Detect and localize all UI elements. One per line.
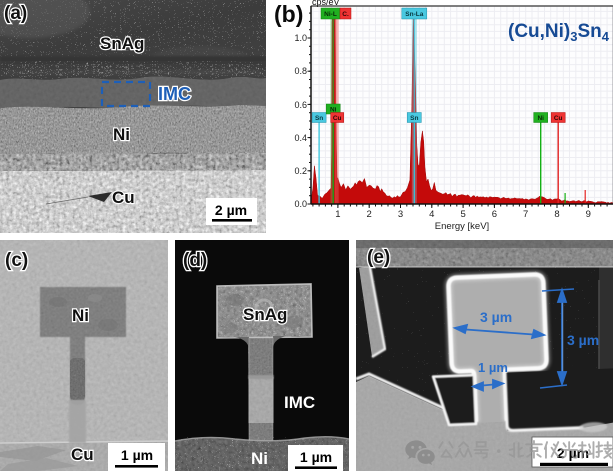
svg-text:Energy [keV]: Energy [keV] xyxy=(435,221,489,232)
svg-text:7: 7 xyxy=(523,209,528,220)
svg-text:0.4: 0.4 xyxy=(294,133,307,143)
svg-text:Ni: Ni xyxy=(251,449,268,468)
svg-text:Ni: Ni xyxy=(113,125,130,144)
svg-text:C.: C. xyxy=(342,11,349,18)
svg-text:0.0: 0.0 xyxy=(294,199,307,209)
svg-text:0.6: 0.6 xyxy=(294,100,307,110)
svg-text:1 µm: 1 µm xyxy=(478,360,508,375)
svg-text:1: 1 xyxy=(335,209,340,220)
svg-text:(c): (c) xyxy=(5,250,28,271)
svg-text:0.8: 0.8 xyxy=(294,66,307,76)
svg-text:5: 5 xyxy=(460,209,465,220)
svg-text:Cu: Cu xyxy=(554,115,563,122)
svg-text:(Cu,Ni)3Sn4: (Cu,Ni)3Sn4 xyxy=(508,21,610,44)
svg-text:Cu: Cu xyxy=(333,115,342,122)
svg-text:1 µm: 1 µm xyxy=(300,449,332,465)
svg-text:1.0: 1.0 xyxy=(294,33,307,43)
svg-text:(b): (b) xyxy=(274,1,303,27)
svg-text:0.2: 0.2 xyxy=(294,166,307,176)
svg-text:Cu: Cu xyxy=(71,445,94,464)
svg-text:Ni-L: Ni-L xyxy=(324,11,337,18)
svg-text:Cu: Cu xyxy=(112,188,135,207)
svg-text:2 µm: 2 µm xyxy=(215,202,247,218)
svg-text:IMC: IMC xyxy=(158,84,191,104)
svg-text:SnAg: SnAg xyxy=(243,305,287,324)
svg-text:1 µm: 1 µm xyxy=(121,447,153,463)
svg-text:3 µm: 3 µm xyxy=(480,309,512,325)
svg-text:2: 2 xyxy=(367,209,372,220)
svg-text:3 µm: 3 µm xyxy=(567,332,599,348)
svg-text:Sn: Sn xyxy=(315,115,323,122)
svg-text:Sn-La: Sn-La xyxy=(405,11,423,18)
svg-text:(d): (d) xyxy=(183,250,207,271)
svg-text:cps/eV: cps/eV xyxy=(312,0,340,7)
svg-text:Ni: Ni xyxy=(537,115,544,122)
svg-text:(e): (e) xyxy=(367,247,390,268)
svg-text:Ni: Ni xyxy=(72,306,89,325)
svg-text:8: 8 xyxy=(554,209,559,220)
svg-text:(a): (a) xyxy=(4,3,27,24)
svg-text:6: 6 xyxy=(492,209,497,220)
svg-text:SnAg: SnAg xyxy=(100,34,144,53)
svg-text:3: 3 xyxy=(398,209,403,220)
svg-text:Ni: Ni xyxy=(330,107,337,114)
svg-text:9: 9 xyxy=(586,209,591,220)
svg-text:Sn: Sn xyxy=(410,115,418,122)
svg-text:IMC: IMC xyxy=(284,393,315,412)
svg-text:4: 4 xyxy=(429,209,434,220)
